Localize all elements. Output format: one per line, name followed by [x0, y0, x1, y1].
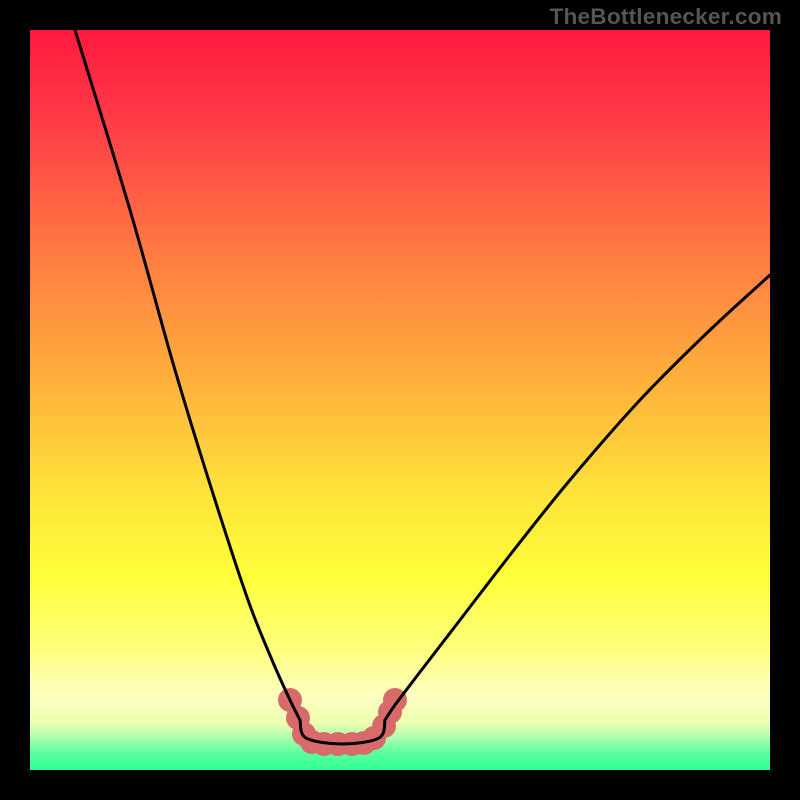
valley-markers-group [278, 688, 407, 756]
watermark-text: TheBottlenecker.com [550, 4, 782, 30]
curve-right-branch [385, 275, 770, 720]
curve-left-branch [75, 30, 300, 720]
curve-svg-layer [0, 0, 800, 800]
chart-container: TheBottlenecker.com [0, 0, 800, 800]
